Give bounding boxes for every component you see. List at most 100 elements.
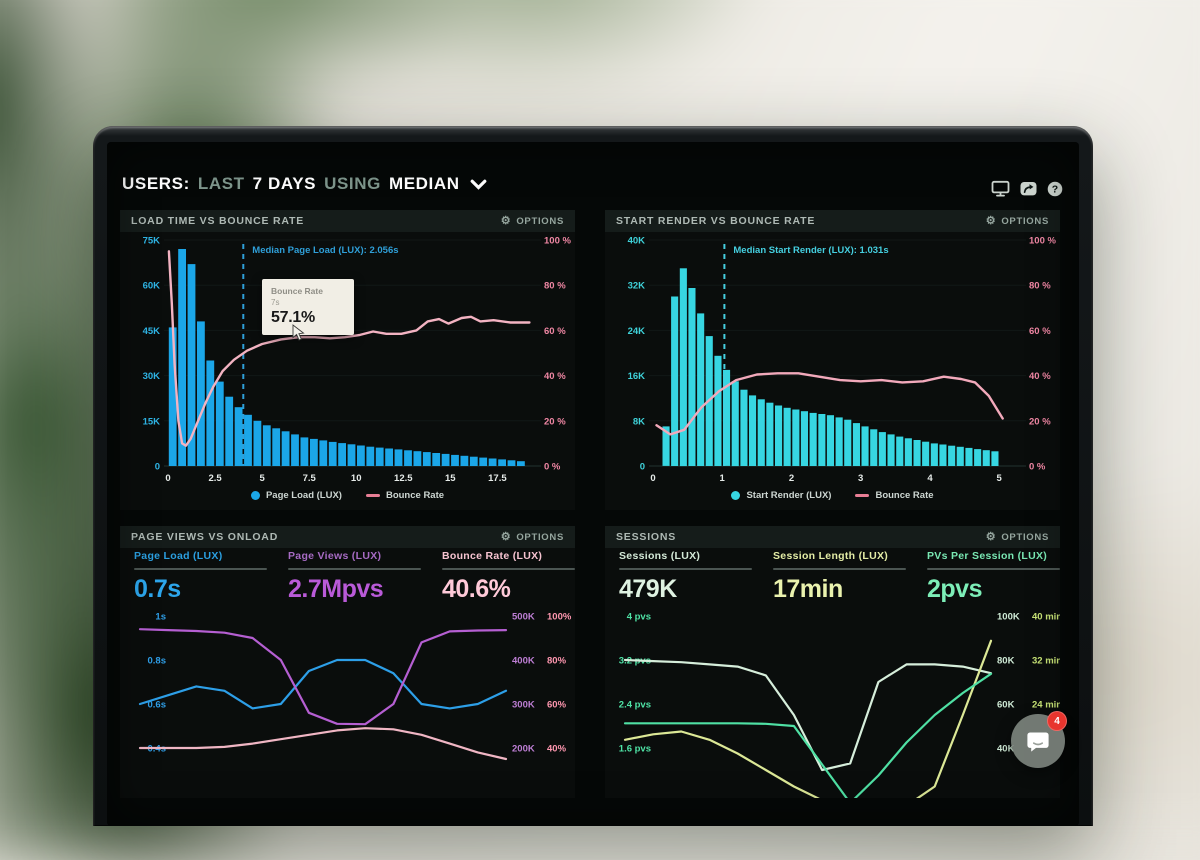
share-icon[interactable] — [1020, 181, 1037, 196]
title-part: USING — [324, 174, 381, 193]
panel-header: SESSIONS ⚙ OPTIONS — [605, 526, 1060, 548]
svg-text:Median Page Load (LUX): 2.056s: Median Page Load (LUX): 2.056s — [252, 245, 398, 256]
metric-value: 2pvs — [927, 575, 982, 603]
gear-icon: ⚙ — [500, 530, 512, 543]
panel-start-render: START RENDER VS BOUNCE RATE ⚙ OPTIONS 40K 10… — [605, 210, 1060, 510]
svg-text:60 %: 60 % — [1029, 326, 1051, 337]
svg-text:4: 4 — [927, 473, 933, 484]
panel-title: PAGE VIEWS VS ONLOAD — [131, 531, 279, 543]
help-icon[interactable]: ? — [1047, 181, 1063, 197]
svg-text:60K: 60K — [143, 281, 161, 292]
svg-text:400K: 400K — [512, 656, 535, 667]
metrics-row: Sessions (LUX) 479K Session Length (LUX) 17… — [605, 550, 1060, 606]
legend-label: Bounce Rate — [875, 490, 934, 501]
metric-value: 40.6% — [442, 575, 511, 603]
legend: Start Render (LUX) Bounce Rate — [605, 490, 1060, 501]
svg-text:1s: 1s — [155, 612, 166, 623]
svg-text:45K: 45K — [143, 326, 161, 337]
chevron-down-icon — [470, 179, 487, 191]
metric-value: 17min — [773, 575, 843, 603]
mouse-cursor-icon — [292, 324, 305, 346]
svg-text:0.6s: 0.6s — [148, 700, 167, 711]
svg-text:200K: 200K — [512, 744, 535, 755]
legend-item[interactable]: Bounce Rate — [365, 490, 445, 501]
svg-text:17.5: 17.5 — [488, 473, 507, 484]
options-label: OPTIONS — [1001, 215, 1049, 227]
options-button[interactable]: ⚙ OPTIONS — [986, 215, 1049, 227]
metric-page-views-2: Bounce Rate (LUX) 40.6% — [442, 550, 575, 604]
svg-text:0.8s: 0.8s — [148, 656, 167, 667]
svg-text:40K: 40K — [997, 744, 1015, 755]
metrics-row: Page Load (LUX) 0.7s Page Views (LUX) 2.7Mp… — [120, 550, 575, 606]
legend-dash-swatch — [855, 494, 870, 497]
start-render-chart: 40K 100 % 32K 80 % 24K 60 % 16K 40 % 8K 20 % 0 0 % 0… — [628, 236, 1057, 485]
panel-title: SESSIONS — [616, 531, 677, 543]
svg-text:24K: 24K — [628, 326, 646, 337]
panel-header: START RENDER VS BOUNCE RATE ⚙ OPTIONS — [605, 210, 1060, 232]
svg-text:4 pvs: 4 pvs — [627, 612, 651, 623]
metric-underline — [288, 568, 421, 570]
metric-sessions-0: Sessions (LUX) 479K — [619, 550, 752, 604]
svg-text:60K: 60K — [997, 700, 1015, 711]
options-button[interactable]: ⚙ OPTIONS — [501, 215, 564, 227]
svg-text:100 %: 100 % — [1029, 236, 1056, 247]
tooltip-value: 57.1% — [271, 309, 315, 326]
legend-dot-swatch — [250, 491, 260, 500]
svg-text:15: 15 — [445, 473, 456, 484]
svg-text:300K: 300K — [512, 700, 535, 711]
svg-text:2: 2 — [789, 473, 794, 484]
svg-text:40 %: 40 % — [1029, 371, 1051, 382]
tooltip-title: Bounce Rate — [271, 286, 323, 296]
metric-underline — [134, 568, 267, 570]
metric-sessions-1: Session Length (LUX) 17min — [773, 550, 906, 604]
panel-title: LOAD TIME VS BOUNCE RATE — [131, 215, 305, 227]
tooltip-x-value: 7s — [271, 298, 280, 307]
svg-text:16K: 16K — [628, 371, 646, 382]
legend-item[interactable]: Page Load (LUX) — [250, 490, 342, 501]
chat-bubble-icon — [1024, 727, 1052, 755]
legend: Page Load (LUX) Bounce Rate — [120, 490, 575, 501]
svg-text:80 %: 80 % — [544, 281, 566, 292]
metric-underline — [619, 568, 752, 570]
svg-text:80 %: 80 % — [1029, 281, 1051, 292]
legend-label: Start Render (LUX) — [746, 490, 832, 501]
metric-value: 0.7s — [134, 575, 181, 603]
svg-text:15K: 15K — [143, 416, 161, 427]
chat-unread-badge: 4 — [1047, 711, 1067, 731]
svg-text:5: 5 — [259, 473, 265, 484]
svg-text:0: 0 — [640, 462, 645, 473]
metric-page-views-0: Page Load (LUX) 0.7s — [134, 550, 267, 604]
svg-text:75K: 75K — [143, 236, 161, 247]
panel-title: START RENDER VS BOUNCE RATE — [616, 215, 816, 227]
svg-text:0 %: 0 % — [1029, 462, 1046, 473]
legend-item[interactable]: Bounce Rate — [855, 490, 934, 501]
svg-text:32 min: 32 min — [1032, 656, 1060, 667]
title-part: LAST — [197, 174, 245, 193]
panel-sessions: SESSIONS ⚙ OPTIONS Sessions (LUX) 479K Sessio… — [605, 526, 1060, 798]
title-part: USERS: — [122, 174, 190, 193]
panel-load-time: LOAD TIME VS BOUNCE RATE ⚙ OPTIONS 75K 100 %… — [120, 210, 575, 510]
options-label: OPTIONS — [516, 215, 564, 227]
legend-item[interactable]: Start Render (LUX) — [731, 490, 831, 501]
svg-text:1: 1 — [720, 473, 726, 484]
svg-text:40%: 40% — [547, 744, 567, 755]
chart-tooltip: Bounce Rate 7s 57.1% — [262, 279, 354, 335]
metric-label: Page Views (LUX) — [288, 550, 382, 562]
options-button[interactable]: ⚙ OPTIONS — [500, 530, 564, 543]
laptop-bezel: USERS: LAST 7 DAYS USING MEDIAN ? LOAD TIME … — [93, 126, 1093, 826]
options-button[interactable]: ⚙ OPTIONS — [986, 531, 1049, 543]
legend-label: Bounce Rate — [385, 490, 445, 501]
legend-label: Page Load (LUX) — [265, 490, 342, 501]
svg-text:2.5: 2.5 — [208, 473, 222, 484]
svg-text:7.5: 7.5 — [303, 473, 317, 484]
svg-text:0: 0 — [650, 473, 655, 484]
users-range-dropdown[interactable]: USERS: LAST 7 DAYS USING MEDIAN — [122, 174, 487, 194]
title-part: MEDIAN — [388, 174, 460, 193]
svg-text:80K: 80K — [997, 656, 1015, 667]
display-icon[interactable] — [991, 180, 1010, 197]
metric-label: Session Length (LUX) — [773, 550, 889, 562]
svg-text:5: 5 — [997, 473, 1003, 484]
chat-launcher-button[interactable]: 4 — [1011, 711, 1067, 768]
